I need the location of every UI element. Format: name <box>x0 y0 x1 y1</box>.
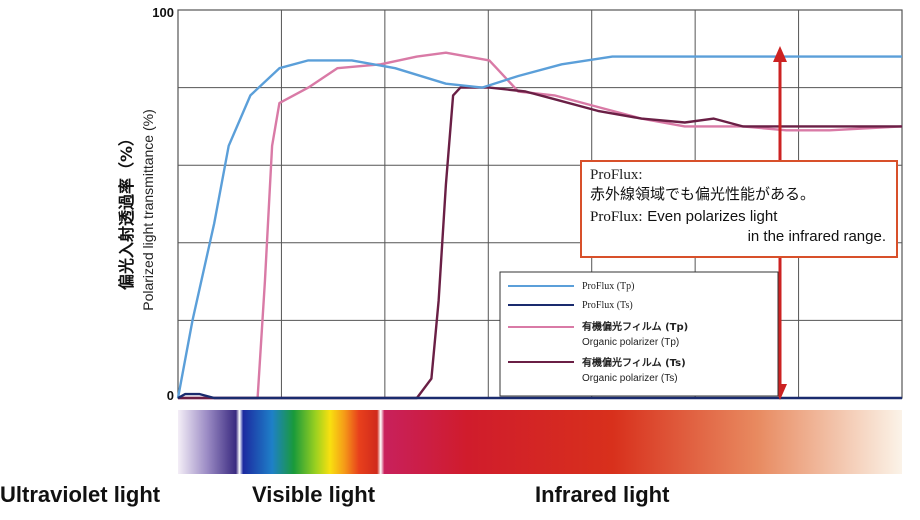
callout-box: ProFlux: 赤外線領域でも偏光性能がある。 ProFlux: Even p… <box>580 160 898 258</box>
y-tick-0: 0 <box>167 388 174 403</box>
callout-en-brand: ProFlux: <box>590 209 643 225</box>
callout-title: ProFlux: <box>590 167 643 183</box>
spectrum-bar <box>178 410 902 474</box>
legend-item-organic-ts-jp: 有機偏光フィルム (Ts) <box>582 356 686 369</box>
y-axis-label-jp: 偏光入射透過率（%） <box>117 130 136 290</box>
callout-en-line2: in the infrared range. <box>747 228 886 245</box>
region-label-infrared: Infrared light <box>535 482 670 507</box>
legend: ProFlux (Tp) ProFlux (Ts) 有機偏光フィルム (Tp) … <box>499 271 779 397</box>
callout-en-row: ProFlux: Even polarizes light in the inf… <box>590 207 888 246</box>
legend-item-organic-tp-en: Organic polarizer (Tp) <box>582 337 679 348</box>
series-group <box>176 51 903 400</box>
legend-item-proflux-tp: ProFlux (Tp) <box>582 281 635 292</box>
region-label-uv: Ultraviolet light <box>0 482 161 507</box>
series-line-proflux-tp <box>176 55 902 399</box>
callout-en-line1: Even polarizes light <box>647 208 778 225</box>
series-line-organic-tp <box>178 51 903 400</box>
legend-item-organic-tp-jp: 有機偏光フィルム (Tp) <box>582 320 688 333</box>
region-label-visible: Visible light <box>252 482 376 507</box>
y-tick-100: 100 <box>152 5 174 20</box>
series-line-proflux-ts <box>177 392 902 400</box>
legend-item-organic-ts-en: Organic polarizer (Ts) <box>582 373 678 384</box>
callout-jp-text: 赤外線領域でも偏光性能がある。 <box>590 185 816 203</box>
series-line-organic-ts <box>178 86 902 400</box>
y-axis-label-en: Polarized light transmittance (%) <box>140 109 156 311</box>
legend-item-proflux-ts: ProFlux (Ts) <box>582 300 633 311</box>
